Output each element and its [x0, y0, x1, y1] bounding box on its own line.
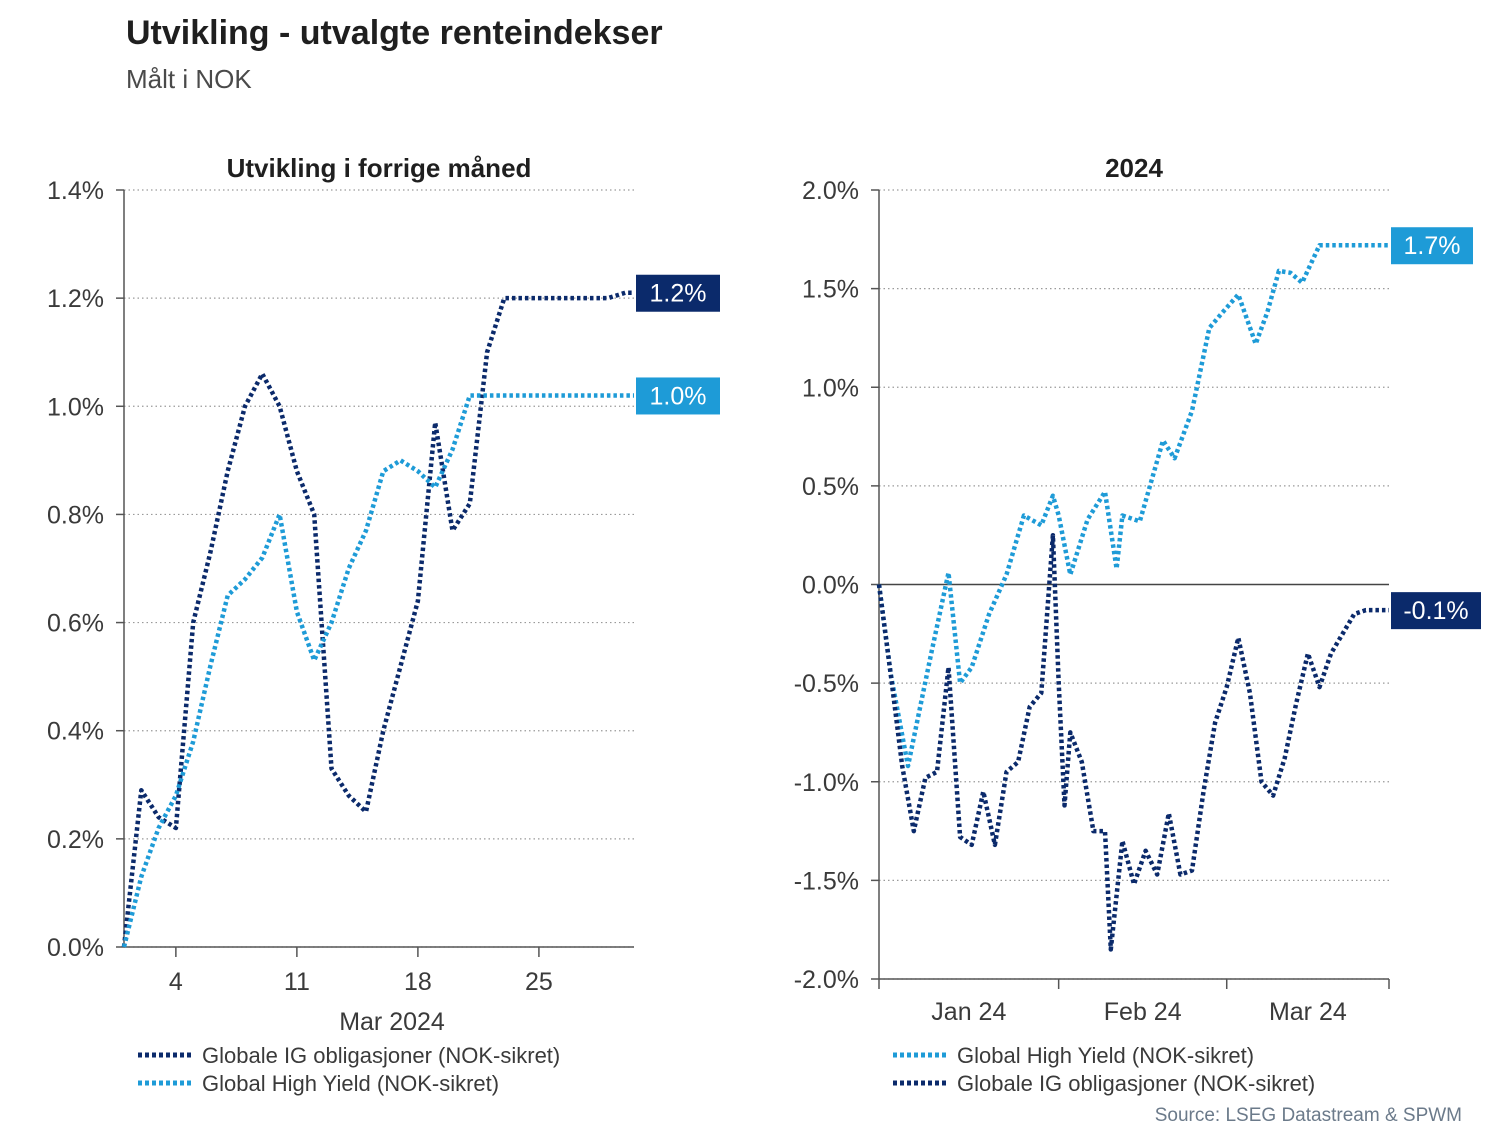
y-tick-label: 1.5%: [802, 276, 859, 304]
series-line: [121, 290, 634, 948]
y-tick-label: 0.8%: [47, 501, 104, 529]
x-tick-label: 18: [404, 968, 432, 996]
page-subtitle: Målt i NOK: [126, 64, 252, 94]
chart-title: 2024: [1105, 153, 1163, 183]
legend-label: Global High Yield (NOK-sikret): [957, 1043, 1254, 1068]
y-tick-label: 0.4%: [47, 718, 104, 746]
end-label-box: [1391, 592, 1481, 630]
x-month-label: Jan 24: [931, 998, 1006, 1026]
end-label: 1.2%: [650, 280, 707, 308]
y-tick-label: 2.0%: [802, 177, 859, 205]
legend-label: Global High Yield (NOK-sikret): [202, 1071, 499, 1096]
end-label: 1.7%: [1404, 232, 1461, 260]
end-label: 1.0%: [650, 382, 707, 410]
y-tick-label: 0.0%: [47, 934, 104, 962]
series-line: [876, 242, 1389, 769]
y-tick-label: 0.6%: [47, 610, 104, 638]
end-label-box: [1391, 227, 1473, 265]
x-axis-label: Mar 2024: [339, 1008, 445, 1036]
y-tick-label: 1.0%: [47, 393, 104, 421]
x-month-label: Mar 24: [1269, 998, 1347, 1026]
chart-ytd: 2024 -2.0% -1.5% -1.0% -0.5% 0.0% 0.5% 1.0% 1.5%…: [794, 153, 1481, 1096]
y-tick-label: -1.5%: [794, 867, 859, 895]
chart-monthly: Utvikling i forrige måned 0.0% 0.2% 0.4% 0.6…: [47, 153, 720, 1096]
y-tick-label: 1.0%: [802, 374, 859, 402]
legend-label: Globale IG obligasjoner (NOK-sikret): [202, 1043, 560, 1068]
y-tick-label: -2.0%: [794, 966, 859, 994]
x-tick-label: 25: [525, 968, 553, 996]
y-tick-label: -0.5%: [794, 670, 859, 698]
y-tick-label: 1.2%: [47, 285, 104, 313]
y-tick-label: 0.5%: [802, 473, 859, 501]
chart-title: Utvikling i forrige måned: [227, 153, 532, 183]
x-tick-label: 4: [169, 968, 183, 996]
end-label-box: [636, 377, 720, 415]
series-line: [121, 393, 634, 948]
x-month-label: Feb 24: [1104, 998, 1182, 1026]
source-note: Source: LSEG Datastream & SPWM: [1154, 1105, 1462, 1126]
end-label-box: [636, 274, 720, 312]
y-tick-label: -1.0%: [794, 769, 859, 797]
y-tick-label: 0.2%: [47, 826, 104, 854]
page-title: Utvikling - utvalgte renteindekser: [126, 14, 663, 52]
series-line: [876, 532, 1389, 952]
legend-label: Globale IG obligasjoner (NOK-sikret): [957, 1071, 1315, 1096]
x-tick-label: 11: [284, 968, 310, 996]
y-tick-label: 1.4%: [47, 177, 104, 205]
y-tick-label: 0.0%: [802, 572, 859, 600]
end-label: -0.1%: [1403, 597, 1468, 625]
